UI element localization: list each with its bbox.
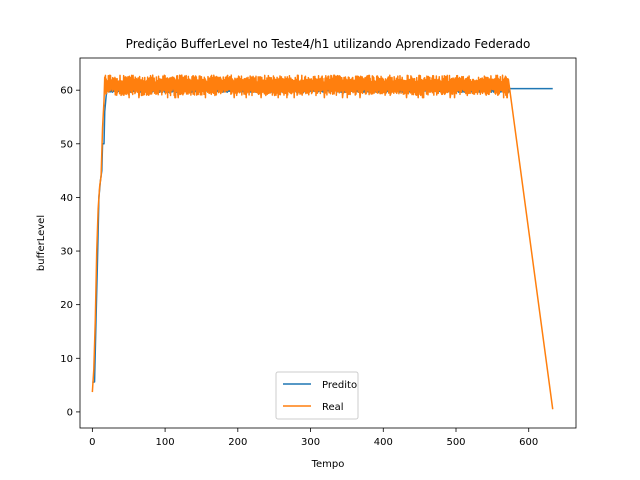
x-axis-label: Tempo: [311, 459, 345, 470]
x-tick-label: 200: [228, 437, 247, 448]
y-tick-label: 30: [60, 247, 73, 258]
x-tick-label: 500: [446, 437, 465, 448]
legend-label-real: Real: [322, 402, 344, 413]
series-line-real: [91, 74, 554, 410]
x-tick-label: 300: [301, 437, 320, 448]
y-axis-ticks: 0 10 20 30 40 50 60: [60, 86, 80, 418]
x-axis-ticks: 0 100 200 300 400 500 600: [89, 428, 538, 448]
x-tick-label: 100: [156, 437, 175, 448]
legend-label-predito: Predito: [322, 380, 357, 391]
chart-title: Predição BufferLevel no Teste4/h1 utiliz…: [126, 37, 531, 51]
y-tick-label: 60: [60, 86, 73, 97]
legend: Predito Real: [275, 371, 359, 420]
plot-frame: [79, 57, 577, 429]
x-tick-label: 400: [374, 437, 393, 448]
y-axis-label: bufferLevel: [36, 215, 47, 271]
y-tick-label: 0: [67, 407, 73, 418]
y-tick-label: 40: [60, 193, 73, 204]
y-tick-label: 20: [60, 300, 73, 311]
x-tick-label: 600: [519, 437, 538, 448]
x-tick-label: 0: [89, 437, 95, 448]
y-tick-label: 50: [60, 139, 73, 150]
y-tick-label: 10: [60, 354, 73, 365]
plot-lines: [91, 74, 554, 410]
